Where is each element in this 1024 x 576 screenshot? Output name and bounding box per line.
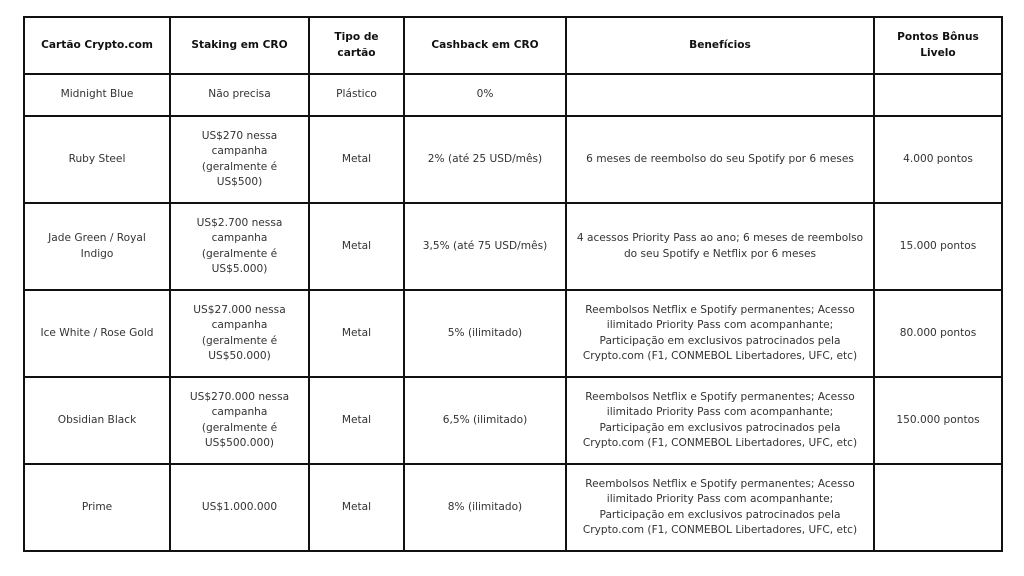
header-card: Cartão Crypto.com (23, 16, 171, 75)
table-row: Ice White / Rose Gold US$27.000 nessa cam… (23, 289, 1003, 378)
cell-benefits: Reembolsos Netflix e Spotify permanentes… (565, 463, 875, 552)
table-row: Midnight Blue Não precisa Plástico 0% (23, 73, 1003, 117)
cell-livelo-points (873, 463, 1003, 552)
cell-card-type: Metal (308, 376, 405, 465)
header-card-type: Tipo de cartão (308, 16, 405, 75)
cell-card-name: Ice White / Rose Gold (23, 289, 171, 378)
cell-livelo-points: 80.000 pontos (873, 289, 1003, 378)
cell-cashback: 2% (até 25 USD/mês) (403, 115, 567, 204)
cell-card-type: Metal (308, 289, 405, 378)
cell-staking: US$1.000.000 (169, 463, 310, 552)
cell-staking: US$270 nessa campanha (geralmente é US$5… (169, 115, 310, 204)
cell-card-type: Metal (308, 115, 405, 204)
header-cashback: Cashback em CRO (403, 16, 567, 75)
cell-livelo-points (873, 73, 1003, 117)
cell-cashback: 8% (ilimitado) (403, 463, 567, 552)
table-row: Obsidian Black US$270.000 nessa campanha … (23, 376, 1003, 465)
cell-staking: US$2.700 nessa campanha (geralmente é US… (169, 202, 310, 291)
cell-card-name: Prime (23, 463, 171, 552)
table-row: Ruby Steel US$270 nessa campanha (geralme… (23, 115, 1003, 204)
cell-livelo-points: 4.000 pontos (873, 115, 1003, 204)
table-row: Jade Green / Royal Indigo US$2.700 nessa … (23, 202, 1003, 291)
cell-card-type: Metal (308, 202, 405, 291)
cell-staking: US$270.000 nessa campanha (geralmente é … (169, 376, 310, 465)
header-row: Cartão Crypto.com Staking em CRO Tipo de… (23, 16, 1003, 75)
crypto-card-comparison-table: Cartão Crypto.com Staking em CRO Tipo de… (23, 16, 1003, 552)
cell-card-name: Jade Green / Royal Indigo (23, 202, 171, 291)
cell-livelo-points: 15.000 pontos (873, 202, 1003, 291)
cell-benefits: 6 meses de reembolso do seu Spotify por … (565, 115, 875, 204)
cell-livelo-points: 150.000 pontos (873, 376, 1003, 465)
header-benefits: Benefícios (565, 16, 875, 75)
cell-cashback: 3,5% (até 75 USD/mês) (403, 202, 567, 291)
header-livelo-points: Pontos Bônus Livelo (873, 16, 1003, 75)
cell-cashback: 6,5% (ilimitado) (403, 376, 567, 465)
cell-benefits: Reembolsos Netflix e Spotify permanentes… (565, 289, 875, 378)
cell-staking: Não precisa (169, 73, 310, 117)
cell-card-type: Metal (308, 463, 405, 552)
cell-staking: US$27.000 nessa campanha (geralmente é U… (169, 289, 310, 378)
cell-card-name: Obsidian Black (23, 376, 171, 465)
cell-benefits (565, 73, 875, 117)
header-staking: Staking em CRO (169, 16, 310, 75)
table-row: Prime US$1.000.000 Metal 8% (ilimitado) Reem… (23, 463, 1003, 552)
cell-benefits: Reembolsos Netflix e Spotify permanentes… (565, 376, 875, 465)
cell-cashback: 0% (403, 73, 567, 117)
cell-cashback: 5% (ilimitado) (403, 289, 567, 378)
cell-card-type: Plástico (308, 73, 405, 117)
cell-card-name: Midnight Blue (23, 73, 171, 117)
cell-card-name: Ruby Steel (23, 115, 171, 204)
cell-benefits: 4 acessos Priority Pass ao ano; 6 meses … (565, 202, 875, 291)
